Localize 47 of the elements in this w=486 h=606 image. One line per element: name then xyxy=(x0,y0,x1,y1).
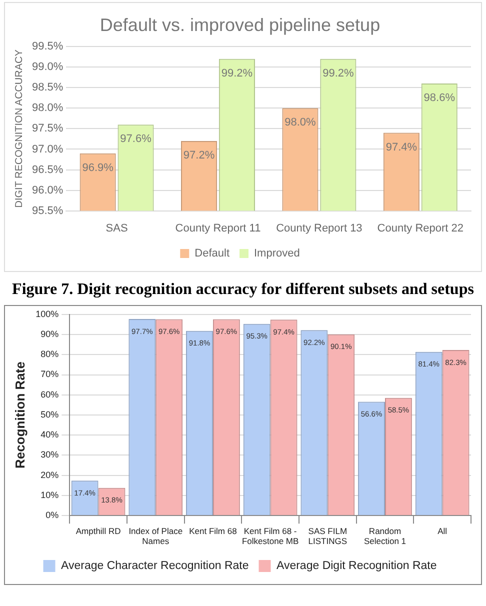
x-tick-label: All xyxy=(438,526,448,536)
y-tick-label: 10% xyxy=(40,490,59,500)
y-tick-label: 60% xyxy=(40,389,59,400)
y-tick-label: 96.0% xyxy=(32,184,64,196)
x-tick-label: Ampthill RD xyxy=(76,526,121,536)
y-tick-label: 0% xyxy=(46,510,59,520)
x-tick-label: Index of Place Names xyxy=(128,526,183,546)
x-tick-label: Random Selection 1 xyxy=(364,526,406,546)
chart-title: Default vs. improved pipeline setup xyxy=(100,14,380,35)
x-tick-label: County Report 11 xyxy=(175,222,261,234)
y-tick-label: 98.5% xyxy=(32,82,64,94)
x-tick-label: SAS FILM LISTINGS xyxy=(308,526,348,546)
y-tick-label: 70% xyxy=(40,369,59,380)
y-tick-label: 100% xyxy=(36,308,59,319)
data-label: 98.0% xyxy=(284,116,316,129)
y-tick-label: 40% xyxy=(40,430,59,440)
data-label: 96.9% xyxy=(82,162,114,174)
legend-label: Average Character Recognition Rate xyxy=(61,560,249,572)
data-label: 97.2% xyxy=(183,150,215,162)
legend-label: Improved xyxy=(254,248,300,260)
y-tick-label: 97.0% xyxy=(32,143,64,156)
x-tick-label: County Report 22 xyxy=(377,222,464,234)
data-label: 99.2% xyxy=(221,67,253,80)
x-tick-label: SAS xyxy=(106,222,128,234)
y-tick-label: 20% xyxy=(40,470,59,480)
x-tick-label: Kent Film 68 xyxy=(189,526,238,536)
data-label: 97.4% xyxy=(386,141,418,154)
y-tick-label: 97.5% xyxy=(32,122,64,135)
y-tick-label: 96.5% xyxy=(32,164,64,176)
x-tick-label: County Report 13 xyxy=(276,222,362,234)
legend-label: Default xyxy=(194,248,230,260)
y-tick-label: 90% xyxy=(40,329,59,340)
legend-label: Average Digit Recognition Rate xyxy=(276,560,437,572)
y-axis-title: DIGIT RECOGNITION ACCURACY xyxy=(14,49,25,208)
y-tick-label: 50% xyxy=(40,409,59,420)
y-tick-label: 99.5% xyxy=(32,40,64,53)
data-label: 99.2% xyxy=(322,67,354,80)
y-tick-label: 95.5% xyxy=(32,204,64,217)
data-label: 98.6% xyxy=(424,92,456,104)
y-tick-label: 99.0% xyxy=(32,61,64,74)
data-label: 97.6% xyxy=(120,133,152,146)
y-tick-label: 30% xyxy=(40,450,59,460)
caption: Figure 7. Digit recognition accuracy for different subsets and setups xyxy=(11,280,475,300)
y-tick-label: 98.0% xyxy=(32,102,64,114)
y-tick-label: 80% xyxy=(40,349,59,360)
x-tick-label: Kent Film 68 - Folkestone MB xyxy=(242,526,299,546)
y-axis-title: Recognition Rate xyxy=(12,362,28,468)
